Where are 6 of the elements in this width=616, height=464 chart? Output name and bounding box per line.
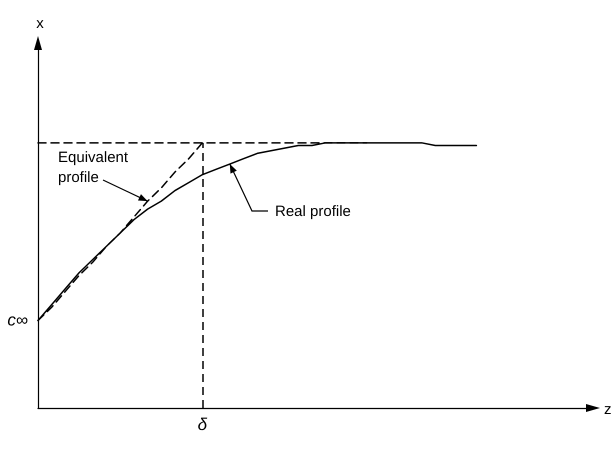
text: δ	[198, 415, 208, 434]
annotation: Real profile	[275, 203, 351, 220]
text: z	[604, 401, 612, 418]
text: c∞	[7, 310, 28, 330]
annotation: Equivalent profile	[58, 149, 129, 186]
text: x	[36, 15, 44, 32]
